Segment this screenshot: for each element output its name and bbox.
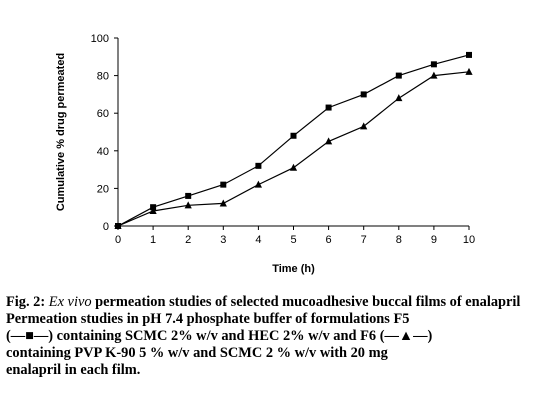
chart-axes (117, 38, 469, 227)
triangle-marker (289, 163, 298, 171)
caption-line-1: Permeation studies in pH 7.4 phosphate b… (6, 311, 410, 327)
series-2 (114, 67, 473, 229)
x-axis-title: Time (h) (272, 263, 315, 275)
square-marker (360, 91, 367, 98)
triangle-marker (114, 222, 122, 229)
x-tick-label: 7 (361, 234, 367, 246)
y-axis-title: Cumulative % drug permeated (55, 53, 67, 211)
series-layer (114, 51, 473, 229)
figure-label: Fig. 2: (6, 294, 46, 310)
y-axis-ticks: 0 20 40 60 80 100 (91, 33, 118, 233)
triangle-marker (430, 71, 438, 79)
x-tick-label: 8 (396, 234, 402, 246)
caption-line-3: containing PVP K-90 5 % w/v and SCMC 2 %… (6, 345, 388, 361)
figure-title: permeation studies of selected mucoadhes… (95, 294, 521, 310)
triangle-marker (149, 206, 157, 214)
square-marker (325, 104, 332, 111)
triangle-marker (395, 94, 403, 102)
caption-line-2: (—■—) containing SCMC 2% w/v and HEC 2% … (6, 328, 433, 344)
series-2-line (117, 71, 470, 227)
x-tick-label: 6 (326, 234, 332, 246)
square-marker (466, 51, 472, 58)
triangle-marker (360, 122, 368, 130)
triangle-marker (219, 199, 227, 207)
square-marker (255, 162, 262, 169)
square-marker (185, 192, 192, 199)
x-tick-label: 10 (463, 234, 475, 246)
x-tick-label: 2 (185, 234, 191, 246)
permeation-chart: 0 1 2 3 4 5 6 7 8 9 10 0 20 40 60 80 100 Time (h) Cumul… (55, 33, 475, 275)
triangle-marker (184, 201, 192, 209)
y-tick-label: 100 (91, 33, 109, 45)
y-tick-label: 20 (97, 183, 109, 195)
y-tick-label: 60 (97, 108, 109, 120)
figure-caption: Fig. 2: Ex vivo permeation studies of se… (6, 294, 530, 379)
x-tick-label: 4 (255, 234, 261, 246)
y-tick-label: 0 (103, 221, 109, 233)
square-marker (395, 72, 402, 79)
caption-title: Fig. 2: Ex vivo permeation studies of se… (6, 294, 530, 311)
square-marker (430, 61, 437, 68)
caption-line-4: enalapril in each film. (6, 362, 141, 378)
x-tick-label: 1 (150, 234, 156, 246)
triangle-marker (325, 137, 333, 145)
x-tick-label: 0 (115, 234, 121, 246)
x-tick-label: 9 (431, 234, 437, 246)
series-1 (115, 51, 472, 229)
y-tick-label: 40 (97, 146, 109, 158)
series-1-line (117, 54, 470, 227)
x-tick-label: 5 (290, 234, 296, 246)
x-axis-ticks: 0 1 2 3 4 5 6 7 8 9 10 (115, 226, 475, 246)
x-tick-label: 3 (220, 234, 226, 246)
triangle-marker (465, 67, 473, 75)
triangle-marker (254, 180, 262, 188)
square-marker (220, 181, 227, 188)
y-tick-label: 80 (97, 71, 109, 83)
square-marker (290, 132, 297, 139)
figure-title-italic: Ex vivo (48, 294, 92, 310)
